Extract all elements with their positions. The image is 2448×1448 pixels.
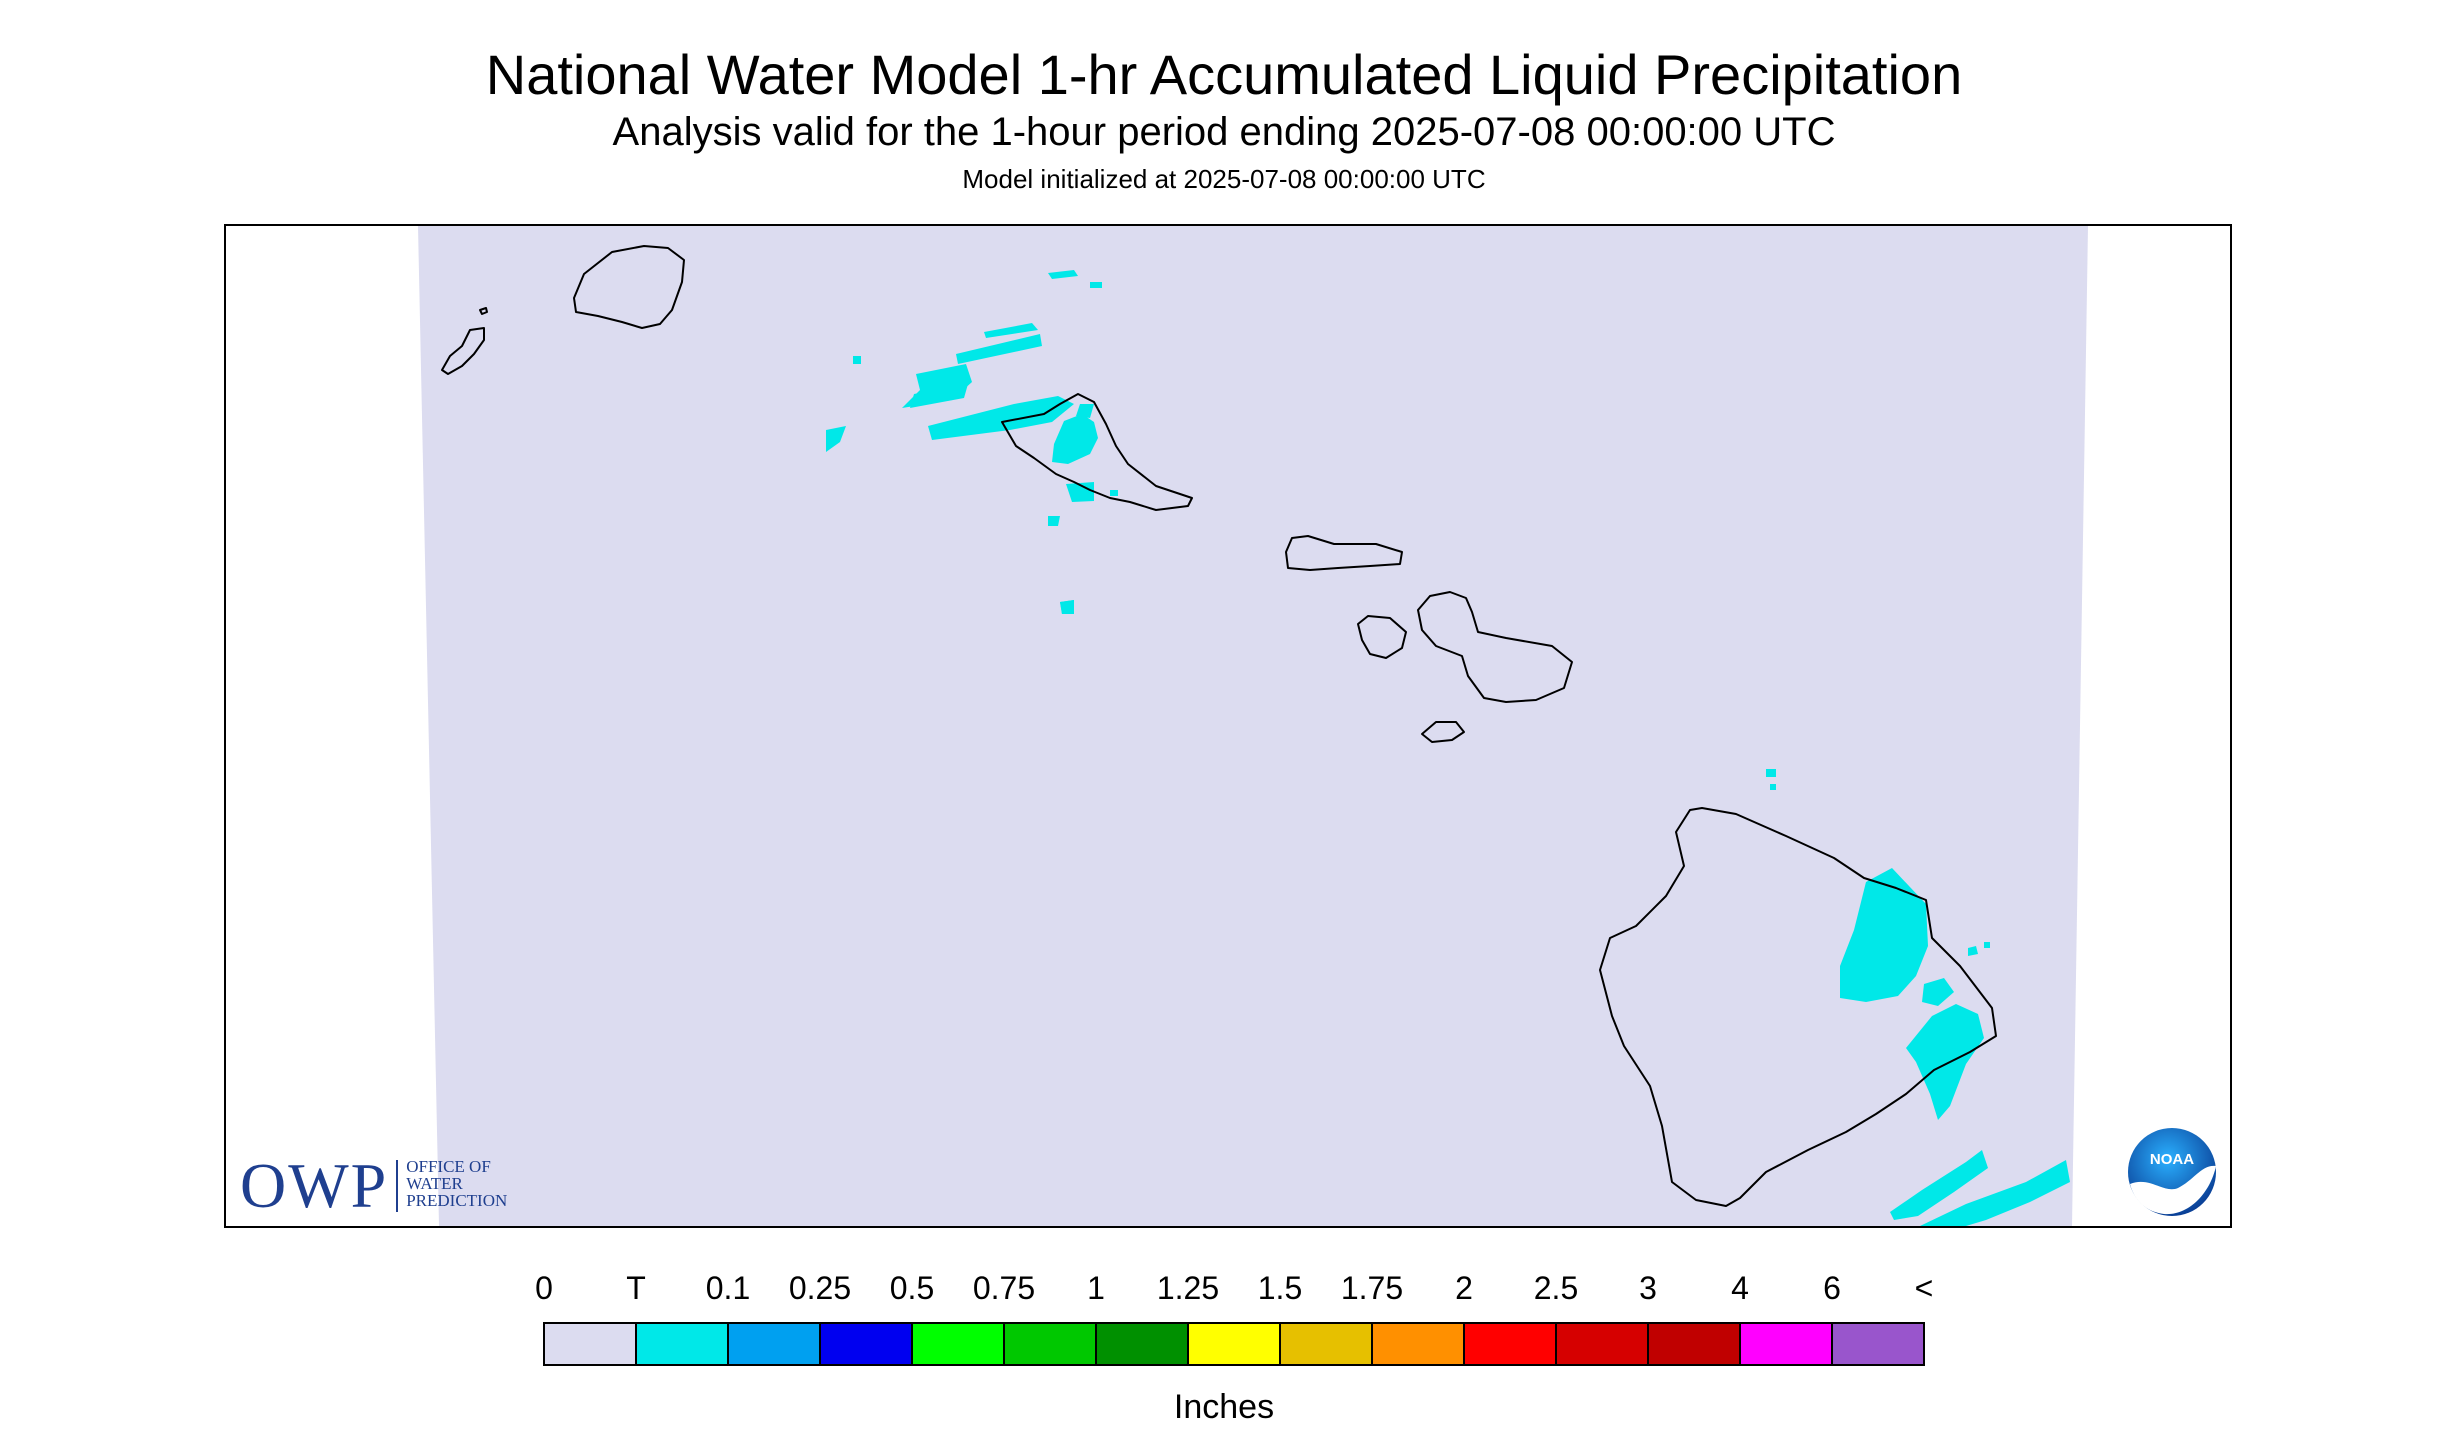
- legend-label: 2.5: [1533, 1270, 1579, 1306]
- precip-area: [1920, 1160, 2070, 1226]
- map-panel: OWP OFFICE OF WATER PREDICTION NOAA: [224, 224, 2232, 1228]
- legend-label: 0.75: [972, 1270, 1036, 1306]
- legend-label: 1.75: [1340, 1270, 1404, 1306]
- precip-area: [1890, 1150, 1988, 1220]
- island-hawaii: [1599, 807, 1997, 1207]
- legend-swatch: [729, 1324, 821, 1364]
- island-kauai: [573, 245, 685, 329]
- coastlines: [441, 245, 1997, 1207]
- legend-label: 0.5: [889, 1270, 935, 1306]
- owp-logo-divider: [396, 1160, 399, 1212]
- precip-area: [984, 323, 1038, 338]
- precip-area: [1922, 978, 1954, 1006]
- legend-label: 1.25: [1156, 1270, 1220, 1306]
- legend-label: T: [626, 1270, 646, 1306]
- island-niihau: [441, 327, 485, 375]
- precip-area: [1840, 868, 1928, 1002]
- legend-label: 1: [1087, 1270, 1105, 1306]
- legend-label: <: [1914, 1270, 1934, 1306]
- noaa-logo: NOAA: [2125, 1125, 2219, 1219]
- map-title: National Water Model 1-hr Accumulated Li…: [485, 43, 1963, 106]
- legend-label: 4: [1731, 1270, 1749, 1306]
- legend-swatch: [1005, 1324, 1097, 1364]
- owp-logo-line: WATER: [406, 1174, 463, 1193]
- legend-swatch: [821, 1324, 913, 1364]
- legend-label: 6: [1823, 1270, 1841, 1306]
- legend-swatch: [1557, 1324, 1649, 1364]
- precip-area: [1090, 282, 1102, 288]
- island-lanai: [1357, 615, 1407, 659]
- precip-area: [826, 426, 846, 452]
- precip-areas: [826, 270, 2070, 1226]
- precip-area: [1984, 942, 1990, 948]
- legend-units: Inches: [1173, 1388, 1275, 1426]
- precip-area: [956, 334, 1042, 364]
- legend-swatch: [1281, 1324, 1373, 1364]
- legend-swatch: [637, 1324, 729, 1364]
- legend-swatch: [1741, 1324, 1833, 1364]
- precip-area: [1968, 946, 1978, 956]
- island-lehua: [479, 307, 488, 315]
- colorbar: [543, 1322, 1925, 1366]
- legend-swatch: [1097, 1324, 1189, 1364]
- legend-swatch: [545, 1324, 637, 1364]
- owp-logo-line: OFFICE OF: [406, 1157, 491, 1176]
- legend-swatch: [1373, 1324, 1465, 1364]
- legend-swatch: [1833, 1324, 1923, 1364]
- legend-label: 1.5: [1257, 1270, 1303, 1306]
- legend-label: 3: [1639, 1270, 1657, 1306]
- island-kahoolawe: [1421, 721, 1465, 743]
- legend-swatch: [1649, 1324, 1741, 1364]
- precip-area: [853, 356, 861, 364]
- legend-swatch: [1189, 1324, 1281, 1364]
- owp-logo-mark: OWP: [240, 1150, 389, 1221]
- legend-label: 0: [535, 1270, 553, 1306]
- owp-logo-line: PREDICTION: [406, 1191, 508, 1210]
- legend-label: 2: [1455, 1270, 1473, 1306]
- owp-logo-text: OFFICE OF WATER PREDICTION: [406, 1158, 507, 1209]
- precip-area: [1048, 270, 1078, 279]
- noaa-logo-gull: [2130, 1165, 2216, 1215]
- owp-logo: OWP OFFICE OF WATER PREDICTION: [240, 1150, 507, 1221]
- island-molokai: [1285, 535, 1403, 571]
- precip-area: [1048, 516, 1060, 526]
- precip-area: [1766, 769, 1776, 777]
- noaa-logo-text: NOAA: [2150, 1151, 2194, 1168]
- precip-area: [1110, 490, 1118, 496]
- precip-area: [1066, 482, 1094, 502]
- legend-swatch: [1465, 1324, 1557, 1364]
- island-maui: [1417, 591, 1573, 703]
- island-oahu: [1001, 393, 1193, 511]
- precip-area: [910, 384, 968, 408]
- legend-swatch: [913, 1324, 1005, 1364]
- precip-area: [1770, 784, 1776, 790]
- legend-label: 0.1: [705, 1270, 751, 1306]
- precip-area: [928, 396, 1074, 440]
- legend-label: 0.25: [788, 1270, 852, 1306]
- precip-area: [1906, 1004, 1984, 1120]
- precip-area: [1060, 600, 1074, 614]
- model-init-time: Model initialized at 2025-07-08 00:00:00…: [962, 164, 1486, 194]
- precip-area: [1052, 414, 1098, 464]
- precip-area: [1076, 404, 1094, 418]
- map-subtitle: Analysis valid for the 1-hour period end…: [612, 110, 1836, 154]
- model-domain: [418, 226, 2088, 1226]
- map-canvas: [418, 226, 2088, 1226]
